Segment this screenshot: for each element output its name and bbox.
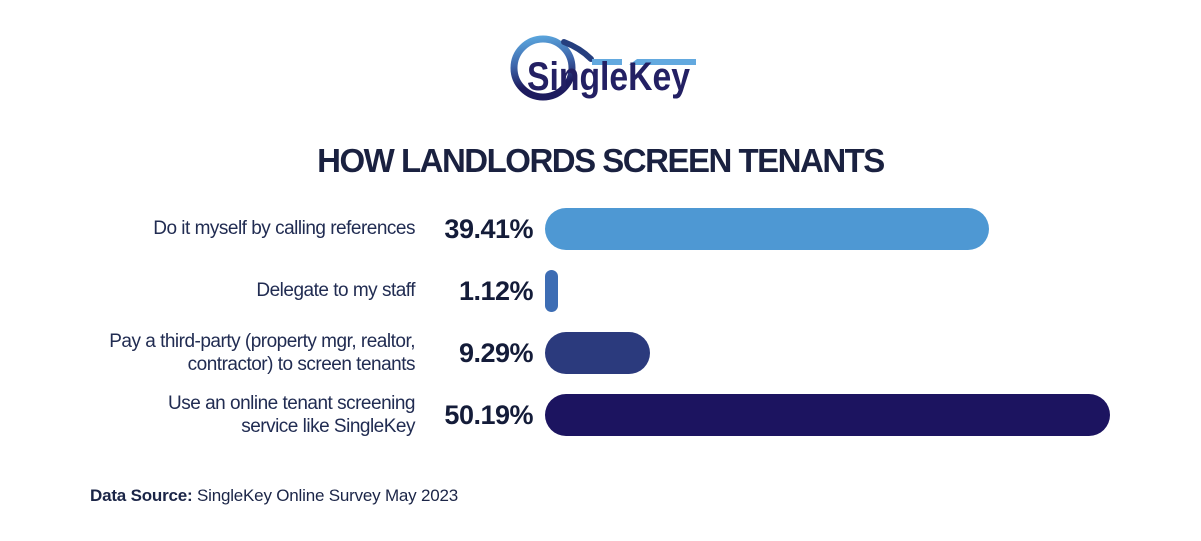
bar-chart: Do it myself by calling references 39.41… (60, 198, 1117, 446)
category-label: Use an online tenant screening service l… (168, 392, 415, 437)
logo-text: SingleKey (527, 55, 691, 99)
value-label: 50.19% (444, 399, 533, 430)
bar (545, 394, 1110, 436)
category-label: Delegate to my staff (256, 280, 415, 302)
data-source-label: Data Source: (90, 486, 193, 505)
chart-row: Delegate to my staff 1.12% (60, 260, 1117, 322)
data-source-text: SingleKey Online Survey May 2023 (192, 486, 459, 505)
bar-track (545, 208, 1117, 250)
bar (545, 208, 989, 250)
data-source: Data Source: SingleKey Online Survey May… (90, 486, 458, 506)
category-label: Do it myself by calling references (153, 218, 415, 240)
chart-title: HOW LANDLORDS SCREEN TENANTS (317, 142, 885, 179)
key-ring-icon (510, 35, 575, 101)
singlekey-logo-icon: SingleKey (510, 35, 696, 101)
key-tooth-icon (591, 59, 622, 65)
bar-track (545, 394, 1117, 436)
value-label: 1.12% (458, 275, 534, 306)
value-label: 39.41% (444, 213, 533, 244)
chart-row: Use an online tenant screening service l… (60, 384, 1117, 446)
bar-track (545, 270, 1117, 312)
key-tooth-icon (628, 59, 696, 65)
category-label: Pay a third-party (property mgr, realtor… (109, 330, 415, 375)
bar (545, 270, 558, 312)
key-shaft-icon (560, 39, 594, 62)
value-label: 9.29% (458, 337, 534, 368)
chart-row: Pay a third-party (property mgr, realtor… (60, 322, 1117, 384)
bar (545, 332, 650, 374)
chart-row: Do it myself by calling references 39.41… (60, 198, 1117, 260)
bar-track (545, 332, 1117, 374)
logo: SingleKey (0, 26, 1201, 106)
